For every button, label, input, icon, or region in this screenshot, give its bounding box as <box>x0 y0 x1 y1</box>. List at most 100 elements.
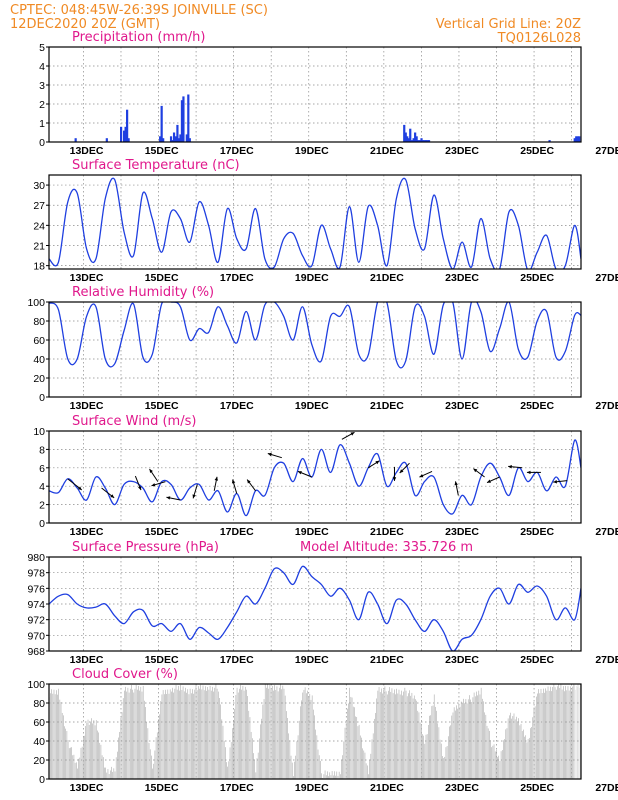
cloud-bar <box>175 684 177 779</box>
cloud-bar <box>544 692 545 779</box>
wind-arrowhead <box>399 469 404 473</box>
precip-bar <box>182 96 185 142</box>
cloud-bar <box>56 690 57 779</box>
cloud-bar <box>492 745 494 779</box>
cloud-bar <box>201 689 203 779</box>
x-tick-label: 17DEC <box>220 400 254 412</box>
cloud-bar <box>510 712 511 779</box>
cloud-bar <box>374 718 375 779</box>
cloud-bar <box>378 687 380 779</box>
cloud-bar <box>417 710 419 779</box>
cloud-bar <box>383 689 385 779</box>
x-tick-label: 23DEC <box>445 272 479 284</box>
cloud-bar <box>153 763 155 779</box>
cloud-bar <box>389 687 390 779</box>
cloud-bar <box>571 690 572 779</box>
cloud-bar <box>323 774 325 779</box>
cloud-bar <box>159 714 160 779</box>
wind-arrowhead <box>166 496 171 500</box>
x-tick-label: 13DEC <box>70 145 104 157</box>
cloud-bar <box>287 717 288 779</box>
x-tick-label: 23DEC <box>445 400 479 412</box>
x-tick-label: 21DEC <box>370 145 404 157</box>
y-tick-label: 972 <box>27 615 45 627</box>
x-tick-label: 27DEC <box>595 782 618 794</box>
cloud-bar <box>263 699 265 779</box>
cloud-bar <box>422 734 423 779</box>
cloud-bar <box>158 719 159 779</box>
cloud-bar <box>254 759 255 779</box>
panels: 0 1 2 3 4 5 13DEC 15DEC 17DEC 19DEC 21DEC 23DEC 25DE… <box>27 30 618 794</box>
cloud-bar <box>532 717 534 779</box>
cloud-bar <box>250 731 252 779</box>
cloud-bar <box>463 698 464 779</box>
cloud-bar <box>113 768 115 779</box>
y-tick-label: 1 <box>39 118 45 130</box>
precip-bar <box>578 136 581 142</box>
cloud-bar <box>70 747 71 779</box>
cloud-bar <box>229 747 231 779</box>
cloud-bar <box>210 690 212 779</box>
cloud-bar <box>126 691 128 779</box>
cloud-bar <box>264 684 266 779</box>
cloud-bar <box>572 686 573 779</box>
cloud-bar <box>489 730 490 779</box>
cloud-bar <box>558 684 559 779</box>
cloud-bar <box>318 755 320 779</box>
cloud-bar <box>286 711 287 779</box>
cloud-bar <box>75 762 77 779</box>
wind-arrowhead <box>267 452 272 457</box>
panel-frame <box>48 301 582 398</box>
cloud-bar <box>514 719 516 779</box>
cloud-bar <box>385 691 387 779</box>
panel-pressure: 968 970 972 974 976 978 980 13DEC 15DEC 17DEC 19DE… <box>27 540 618 666</box>
x-tick-label: 17DEC <box>220 526 254 538</box>
cloud-bar <box>213 691 214 779</box>
precip-bar <box>420 138 423 142</box>
cloud-bar <box>246 689 247 779</box>
cloud-bar <box>433 694 435 779</box>
cloud-bar <box>207 686 208 779</box>
cloud-bar <box>166 693 167 779</box>
panel-title: Precipitation (mm/h) <box>72 30 205 45</box>
cloud-bar <box>392 693 394 779</box>
cloud-bar <box>406 696 408 779</box>
cloud-bar <box>458 703 460 779</box>
precip-bar <box>415 136 418 142</box>
cloud-bar <box>321 773 322 779</box>
x-tick-label: 17DEC <box>220 654 254 666</box>
cloud-bar <box>518 718 519 779</box>
cloud-bar <box>391 688 393 779</box>
cloud-bar <box>546 690 548 779</box>
precip-bar <box>403 124 406 142</box>
cloud-bar <box>235 695 237 779</box>
cloud-bar <box>344 727 346 779</box>
cloud-bar <box>451 715 453 779</box>
y-tick-label: 0 <box>39 137 45 149</box>
cloud-bar <box>335 775 336 779</box>
cloud-bar <box>154 750 156 779</box>
x-tick-label: 21DEC <box>370 782 404 794</box>
cloud-bar <box>293 776 294 779</box>
cloud-bar <box>482 698 483 779</box>
wind-arrowhead <box>110 494 115 498</box>
cloud-bar <box>409 690 410 779</box>
cloud-bar <box>97 730 98 779</box>
cloud-bar <box>160 701 162 779</box>
x-tick-label: 19DEC <box>295 145 329 157</box>
cloud-bar <box>247 695 248 779</box>
precip-bar <box>105 138 108 142</box>
cloud-bar <box>216 688 218 779</box>
header-grid-line: Vertical Grid Line: 20Z <box>436 17 581 32</box>
cloud-bar <box>281 689 282 779</box>
cloud-bar <box>386 694 388 779</box>
cloud-bar <box>179 690 180 779</box>
cloud-bar <box>301 700 302 779</box>
x-tick-label: 27DEC <box>595 654 618 666</box>
cloud-bar <box>248 710 250 779</box>
y-tick-label: 0 <box>39 392 45 404</box>
cloud-bar <box>108 774 110 779</box>
precip-bar <box>409 128 412 142</box>
x-tick-label: 19DEC <box>295 654 329 666</box>
cloud-bar <box>290 755 292 779</box>
